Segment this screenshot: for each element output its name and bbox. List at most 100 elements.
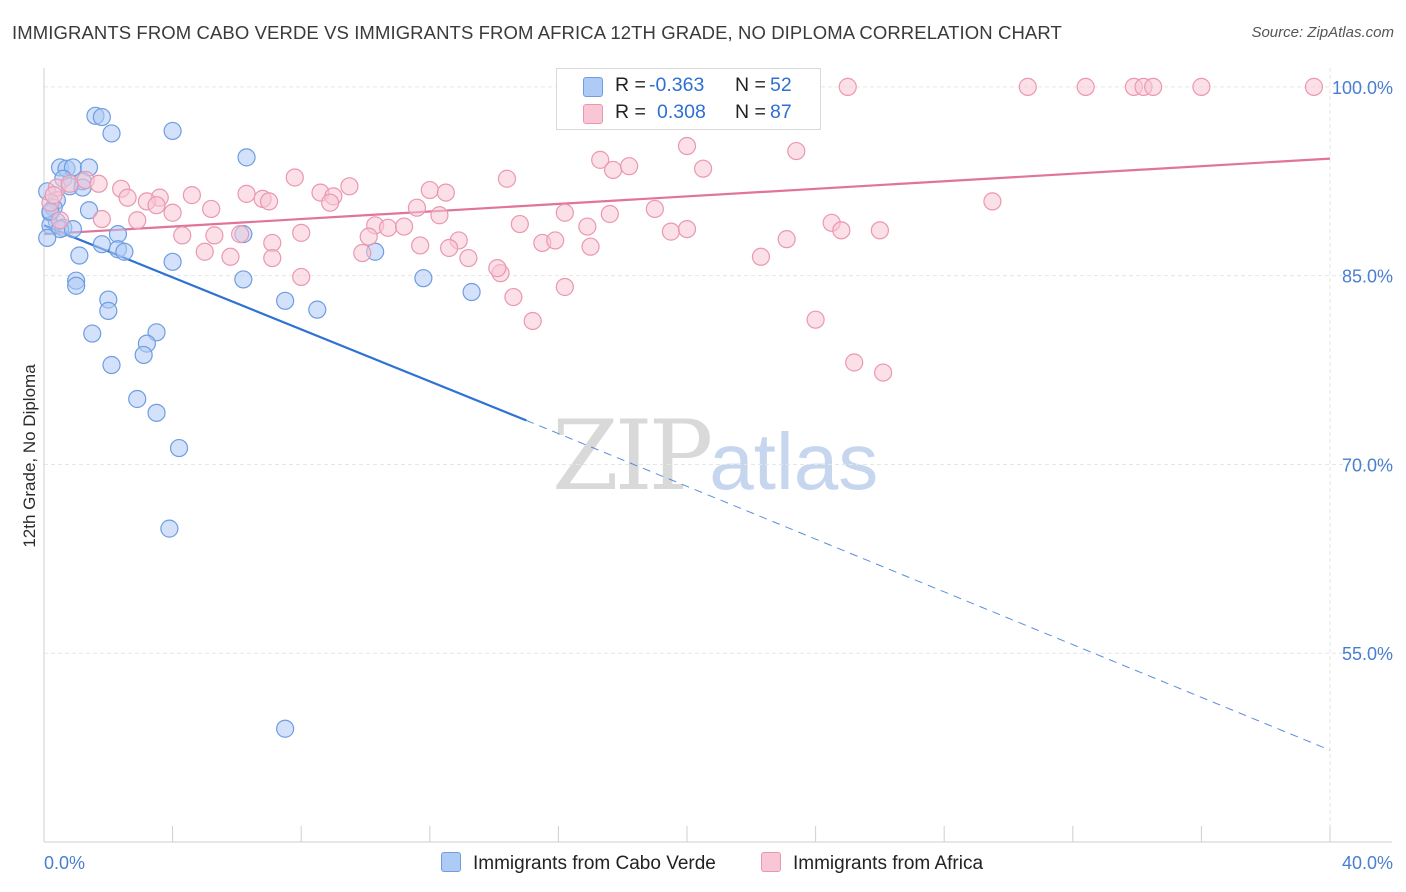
- point-africa: [1192, 77, 1211, 96]
- legend-swatch-pink: [761, 852, 781, 872]
- point-africa: [751, 247, 771, 266]
- legend-swatch-blue: [441, 852, 461, 872]
- point-cabo-verde: [99, 301, 118, 320]
- point-africa: [353, 243, 372, 263]
- point-africa: [411, 236, 430, 255]
- point-africa: [603, 160, 623, 180]
- legend-swatch-pink: [583, 104, 603, 124]
- point-cabo-verde: [115, 242, 134, 261]
- point-cabo-verde: [92, 235, 111, 254]
- y-tick-label: 85.0%: [1342, 267, 1393, 287]
- data-points: [38, 77, 1324, 738]
- point-africa: [430, 206, 449, 225]
- axes: [43, 68, 1392, 843]
- legend-item-africa: Immigrants from Africa: [761, 852, 983, 875]
- point-africa: [645, 199, 664, 219]
- point-cabo-verde: [237, 148, 256, 167]
- point-africa: [231, 225, 250, 244]
- point-africa: [263, 248, 282, 268]
- point-africa: [321, 193, 340, 212]
- point-africa: [497, 169, 517, 188]
- point-cabo-verde: [276, 291, 295, 310]
- point-africa: [504, 287, 523, 307]
- point-africa: [1018, 77, 1037, 96]
- watermark-zip: ZIP: [552, 400, 713, 512]
- point-cabo-verde: [102, 355, 121, 375]
- legend-label-cabo-verde: Immigrants from Cabo Verde: [473, 853, 716, 874]
- point-cabo-verde: [128, 389, 147, 409]
- x-tick-label: 40.0%: [1342, 853, 1393, 873]
- point-africa: [50, 211, 70, 230]
- point-africa: [182, 186, 201, 205]
- legend-n-label: N =: [735, 101, 766, 123]
- point-africa: [523, 311, 542, 331]
- point-africa: [1304, 77, 1324, 96]
- point-africa: [693, 159, 713, 178]
- point-africa: [591, 150, 610, 169]
- point-cabo-verde: [308, 300, 327, 319]
- point-africa: [832, 221, 851, 240]
- point-africa: [128, 211, 147, 230]
- point-africa: [394, 217, 414, 236]
- point-africa: [118, 188, 137, 207]
- point-africa: [292, 223, 311, 242]
- point-cabo-verde: [163, 252, 182, 271]
- point-africa: [407, 198, 427, 217]
- point-africa: [459, 248, 478, 268]
- point-africa: [44, 186, 63, 205]
- point-africa: [292, 267, 311, 287]
- legend-label-africa: Immigrants from Africa: [793, 853, 984, 874]
- point-africa: [221, 247, 240, 266]
- tick-labels: 55.0% 70.0% 85.0% 100.0% 0.0% 40.0%: [44, 78, 1393, 873]
- point-africa: [983, 192, 1002, 211]
- point-cabo-verde: [70, 246, 89, 265]
- point-africa: [202, 199, 221, 219]
- point-africa: [173, 226, 192, 245]
- point-africa: [163, 203, 182, 222]
- point-cabo-verde: [108, 225, 128, 244]
- point-africa: [620, 157, 639, 176]
- point-cabo-verde: [462, 282, 481, 302]
- point-africa: [147, 196, 166, 215]
- x-tick-label: 0.0%: [44, 853, 85, 873]
- point-africa: [578, 217, 597, 236]
- point-africa: [787, 141, 806, 161]
- chart-title: IMMIGRANTS FROM CABO VERDE VS IMMIGRANTS…: [12, 22, 1062, 43]
- point-africa: [845, 353, 864, 372]
- point-africa: [420, 180, 439, 200]
- point-africa: [1144, 77, 1163, 96]
- point-cabo-verde: [38, 228, 57, 248]
- point-cabo-verde: [163, 121, 182, 141]
- point-africa: [600, 204, 619, 224]
- trend-line-cabo-verde-extrapolated: [526, 419, 1331, 751]
- point-africa: [378, 218, 398, 237]
- legend-item-cabo-verde: Immigrants from Cabo Verde: [441, 852, 716, 875]
- legend-r-value: -0.363: [649, 74, 705, 96]
- point-africa: [263, 233, 282, 253]
- point-africa: [1076, 77, 1095, 96]
- point-cabo-verde: [276, 719, 295, 738]
- point-africa: [92, 209, 111, 229]
- point-cabo-verde: [414, 269, 433, 288]
- point-africa: [439, 238, 459, 258]
- point-africa: [677, 219, 697, 239]
- point-africa: [285, 168, 304, 187]
- point-africa: [555, 277, 574, 297]
- legend-n-value: 87: [770, 101, 792, 123]
- y-tick-label: 70.0%: [1342, 455, 1393, 475]
- point-africa: [359, 227, 378, 246]
- point-africa: [838, 77, 857, 96]
- point-africa: [60, 174, 79, 193]
- point-cabo-verde: [67, 276, 86, 295]
- trend-line-africa: [43, 157, 1331, 236]
- y-tick-label: 55.0%: [1342, 644, 1393, 664]
- point-cabo-verde: [92, 107, 111, 127]
- point-africa: [870, 221, 890, 240]
- legend-n-label: N =: [735, 74, 766, 96]
- point-africa: [488, 259, 507, 278]
- legend-n-value: 52: [770, 74, 792, 96]
- point-cabo-verde: [134, 345, 153, 365]
- point-cabo-verde: [63, 219, 83, 239]
- point-africa: [510, 214, 529, 234]
